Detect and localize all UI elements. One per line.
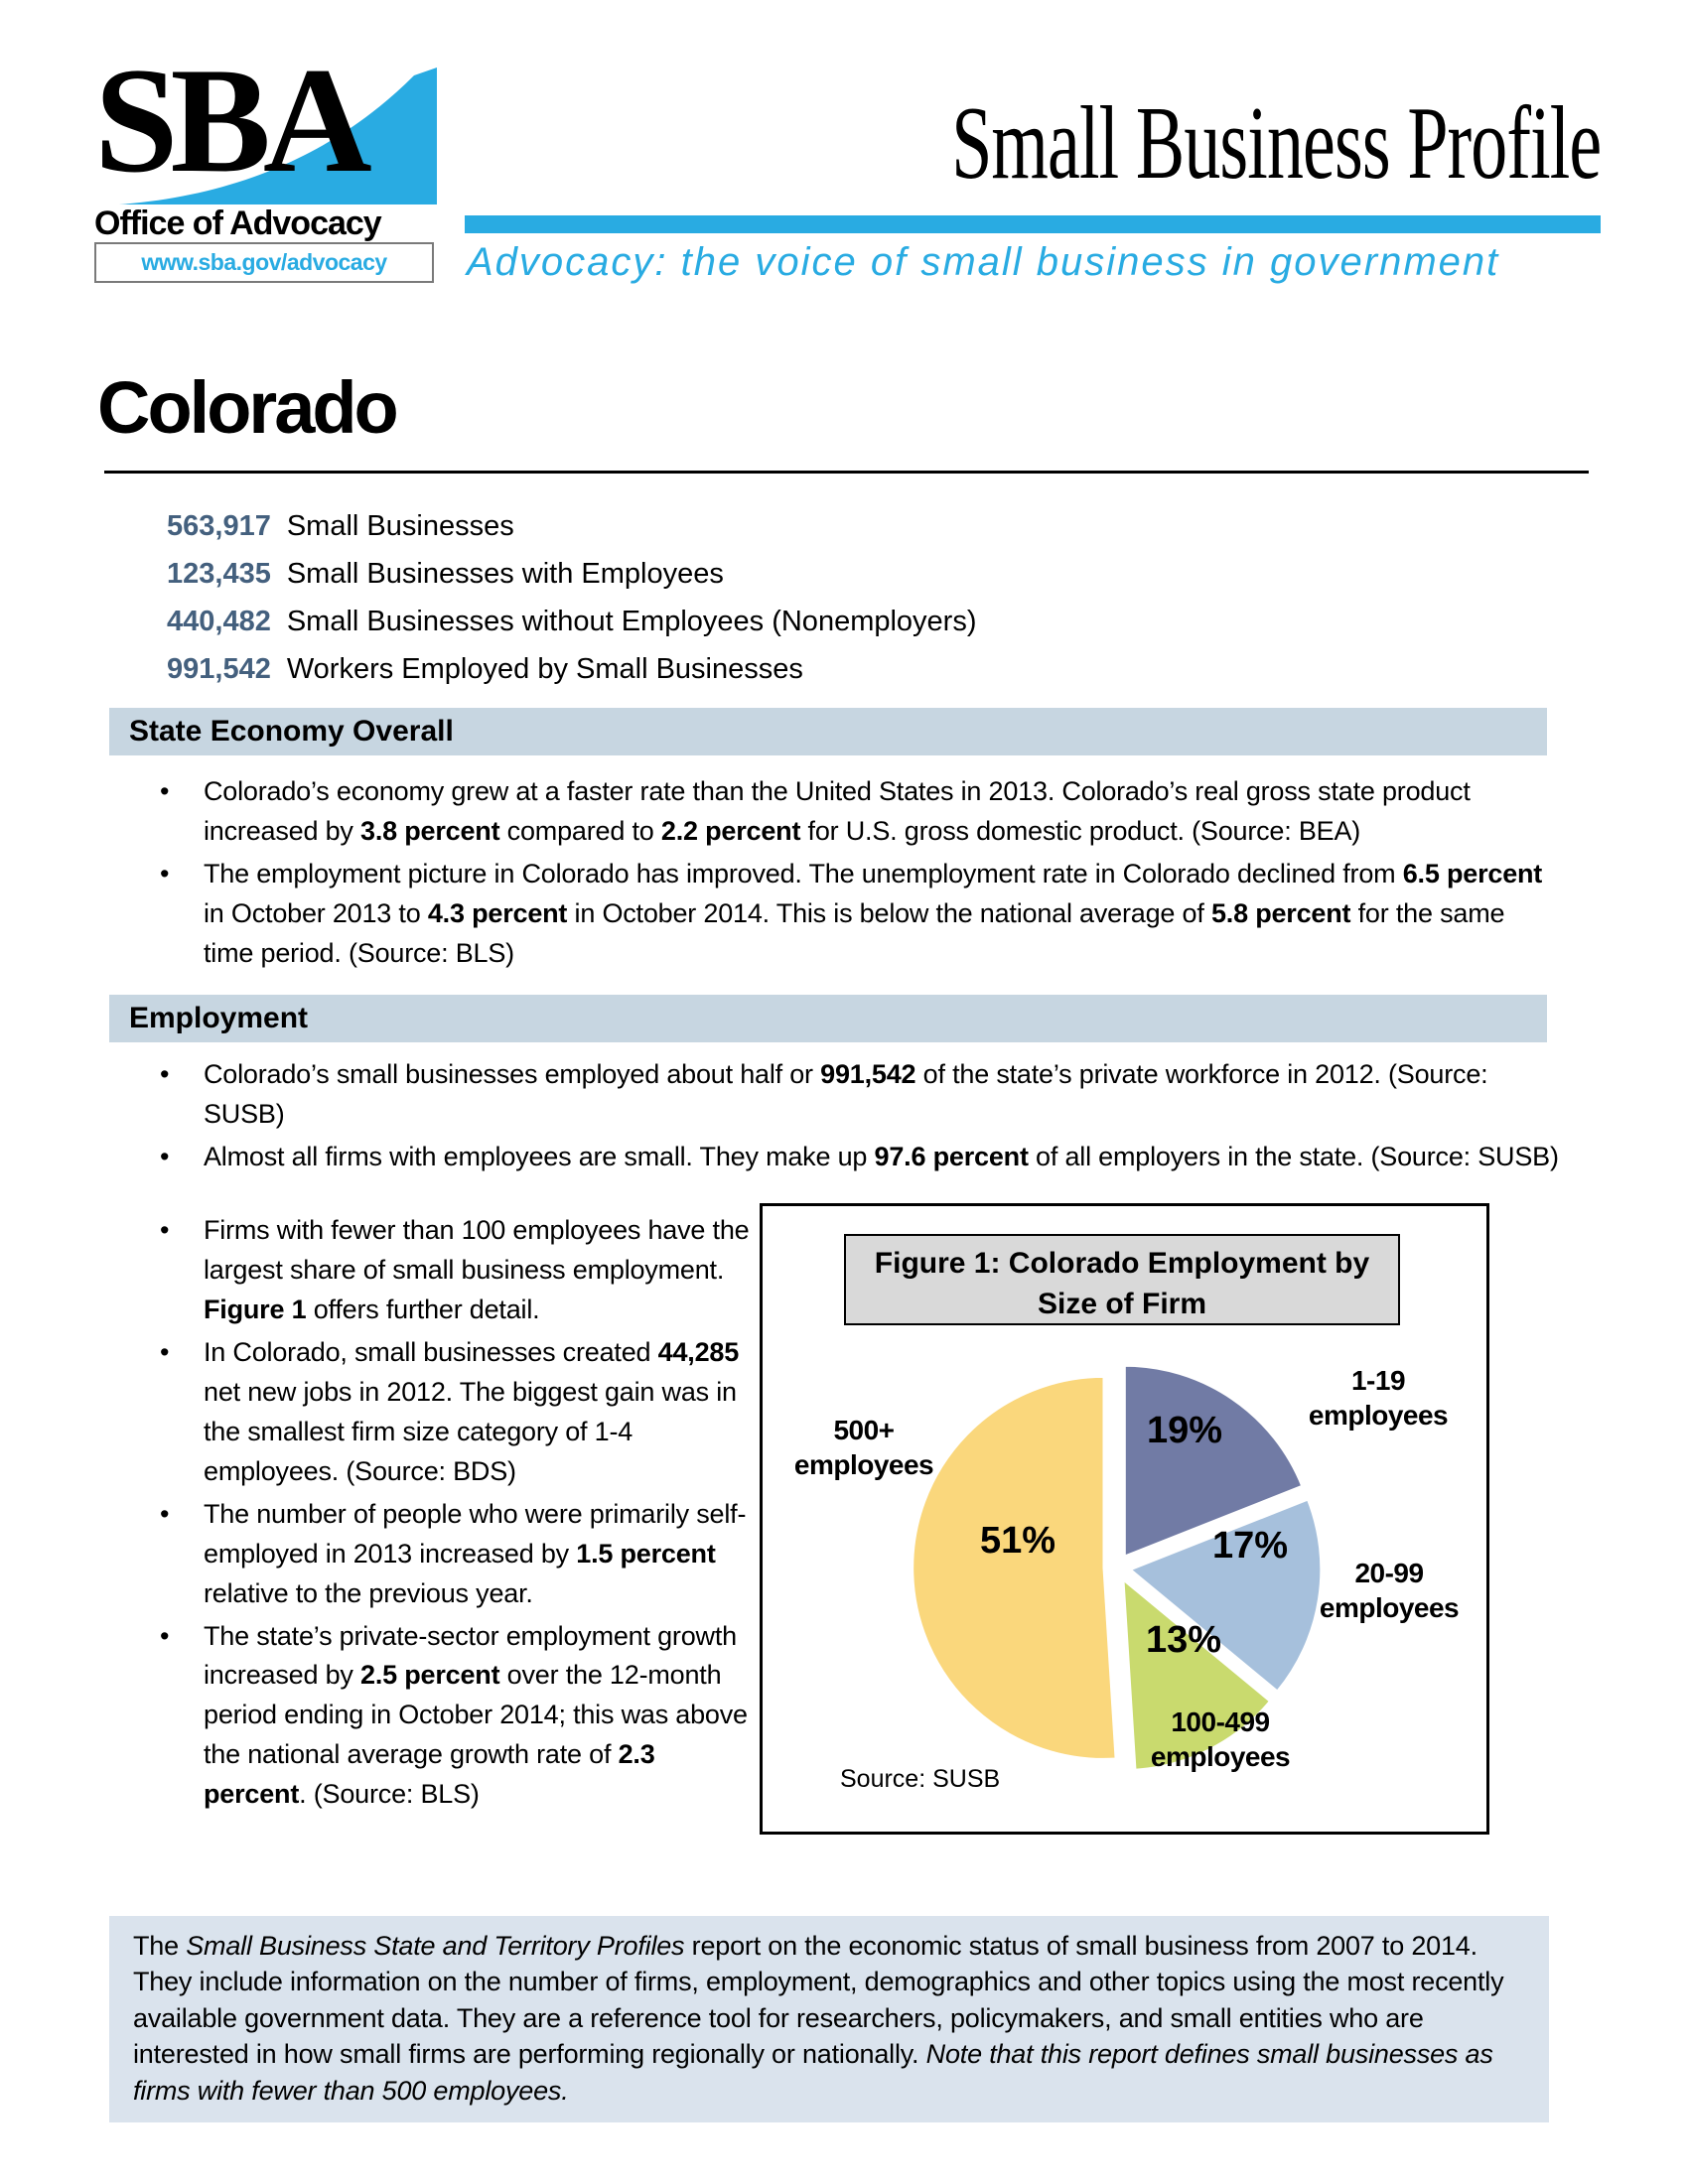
stat-label: Small Businesses without Employees (None… [286, 605, 977, 637]
text-segment: compared to [499, 815, 661, 846]
text-segment: The number of people who were primarily … [204, 1498, 747, 1569]
text-segment: The employment picture in Colorado has i… [204, 858, 1403, 888]
stat-row: 123,435 Small Businesses with Employees [167, 550, 977, 598]
text-segment: Figure 1 [204, 1294, 307, 1324]
text-segment: Small Business State and Territory Profi… [186, 1931, 685, 1961]
stat-label: Small Businesses [286, 509, 514, 542]
text-segment: of the state’s private workforce in 2012… [204, 1059, 1488, 1129]
stat-value: 123,435 [167, 557, 271, 590]
text-segment: The state’s private-sector employment gr… [204, 1620, 737, 1691]
pie-chart [911, 1363, 1324, 1772]
office-of-advocacy-label: Office of Advocacy [94, 205, 382, 242]
text-segment: for the same time period. (Source: BLS) [204, 897, 1505, 968]
pie-label-100-499-employees: 100-499 employees [1150, 1706, 1291, 1772]
footer-note: The Small Business State and Territory P… [109, 1916, 1549, 2123]
text-segment: 991,542 [820, 1059, 916, 1089]
text-segment: Colorado’s economy grew at a faster rate… [204, 776, 1471, 846]
text-segment: 2.2 percent [660, 815, 801, 846]
text-segment: 97.6 percent [874, 1141, 1029, 1171]
text-segment: In Colorado, small businesses created [204, 1336, 658, 1367]
text-segment: 44,285 [657, 1336, 740, 1367]
page-title: Colorado [97, 366, 399, 449]
text-segment: offers further detail. [306, 1294, 540, 1324]
section-header-state-economy: State Economy Overall [109, 708, 1547, 755]
text-segment: 6.5 percent [1402, 858, 1543, 888]
stat-row: 991,542 Workers Employed by Small Busine… [167, 645, 977, 693]
text-segment: Firms with fewer than 100 employees have… [204, 1215, 750, 1285]
text-segment: Colorado’s small businesses employed abo… [204, 1059, 821, 1089]
bullet-item: The employment picture in Colorado has i… [160, 855, 1559, 974]
text-segment: over the 12-month period ending in Octob… [204, 1660, 748, 1770]
section-header-employment: Employment [109, 995, 1547, 1042]
text-segment: relative to the previous year. [204, 1577, 533, 1608]
bullet-item: The state’s private-sector employment gr… [160, 1617, 750, 1816]
text-segment: for U.S. gross domestic product. (Source… [800, 815, 1361, 846]
pie-label-20-99-employees: 20-99 employees [1319, 1558, 1460, 1623]
figure-1-box: Figure 1: Colorado Employment by Size of… [760, 1203, 1489, 1835]
text-segment: . (Source: BLS) [299, 1779, 480, 1810]
employment-bullets-full: Colorado’s small businesses employed abo… [109, 1055, 1559, 1180]
stat-value: 563,917 [167, 509, 271, 542]
text-segment: 4.3 percent [427, 897, 568, 928]
state-economy-bullets: Colorado’s economy grew at a faster rate… [109, 772, 1559, 977]
text-segment: Note that this report defines small busi… [133, 2039, 1493, 2106]
title-rule [104, 471, 1589, 474]
text-segment: Almost all firms with employees are smal… [204, 1141, 875, 1171]
text-segment: 3.8 percent [360, 815, 500, 846]
advocacy-tagline: Advocacy: the voice of small business in… [467, 240, 1500, 284]
text-segment: 2.5 percent [360, 1660, 500, 1691]
text-segment: net new jobs in 2012. The biggest gain w… [204, 1376, 737, 1486]
figure-title: Figure 1: Colorado Employment by Size of… [844, 1234, 1400, 1325]
text-segment: 2.3 percent [204, 1739, 655, 1810]
pie-slice-20-99-employees [1126, 1497, 1324, 1695]
stat-value: 440,482 [167, 605, 271, 637]
pie-value-20-99: 17% [1211, 1525, 1289, 1567]
stat-row: 440,482 Small Businesses without Employe… [167, 598, 977, 645]
pie-value-500plus: 51% [979, 1520, 1056, 1562]
employment-bullets-left: Firms with fewer than 100 employees have… [109, 1211, 750, 1818]
figure-source: Source: SUSB [840, 1765, 1001, 1793]
text-segment: in October 2013 to [204, 897, 428, 928]
pie-value-100-499: 13% [1145, 1619, 1222, 1661]
bullet-item: Almost all firms with employees are smal… [160, 1138, 1559, 1177]
text-segment: in October 2014. This is below the natio… [567, 897, 1211, 928]
sba-logo: SBA Office of Advocacy www.sba.gov/advoc… [94, 37, 442, 288]
pie-label-500plus-employees: 500+ employees [793, 1415, 934, 1480]
pie-label-1-19-employees: 1-19 employees [1308, 1365, 1449, 1431]
doc-title: Small Business Profile [950, 85, 1602, 202]
stats-list: 563,917 Small Businesses 123,435 Small B… [167, 502, 977, 693]
bullet-item: Firms with fewer than 100 employees have… [160, 1211, 750, 1330]
sba-logo-text: SBA [94, 37, 372, 204]
text-segment: 5.8 percent [1210, 897, 1351, 928]
stat-label: Small Businesses with Employees [286, 557, 724, 590]
stat-label: Workers Employed by Small Businesses [286, 652, 803, 685]
pie-value-1-19: 19% [1146, 1410, 1223, 1451]
bullet-item: The number of people who were primarily … [160, 1495, 750, 1614]
bullet-item: Colorado’s small businesses employed abo… [160, 1055, 1559, 1135]
text-segment: 1.5 percent [576, 1538, 716, 1569]
stat-row: 563,917 Small Businesses [167, 502, 977, 550]
header-accent-bar [465, 215, 1601, 233]
advocacy-url-box: www.sba.gov/advocacy [94, 242, 434, 283]
stat-value: 991,542 [167, 652, 271, 685]
text-segment: The [133, 1931, 187, 1961]
text-segment: of all employers in the state. (Source: … [1028, 1141, 1559, 1171]
pie-slice-500+-employees [911, 1374, 1118, 1761]
pie-slice-1-19-employees [1122, 1363, 1305, 1560]
advocacy-url: www.sba.gov/advocacy [141, 249, 387, 275]
pie-slice-100-499-employees [1121, 1575, 1273, 1772]
bullet-item: Colorado’s economy grew at a faster rate… [160, 772, 1559, 852]
text-segment: report on the economic status of small b… [133, 1931, 1504, 2070]
bullet-item: In Colorado, small businesses created 44… [160, 1333, 750, 1492]
sba-swoosh-icon [119, 68, 437, 205]
